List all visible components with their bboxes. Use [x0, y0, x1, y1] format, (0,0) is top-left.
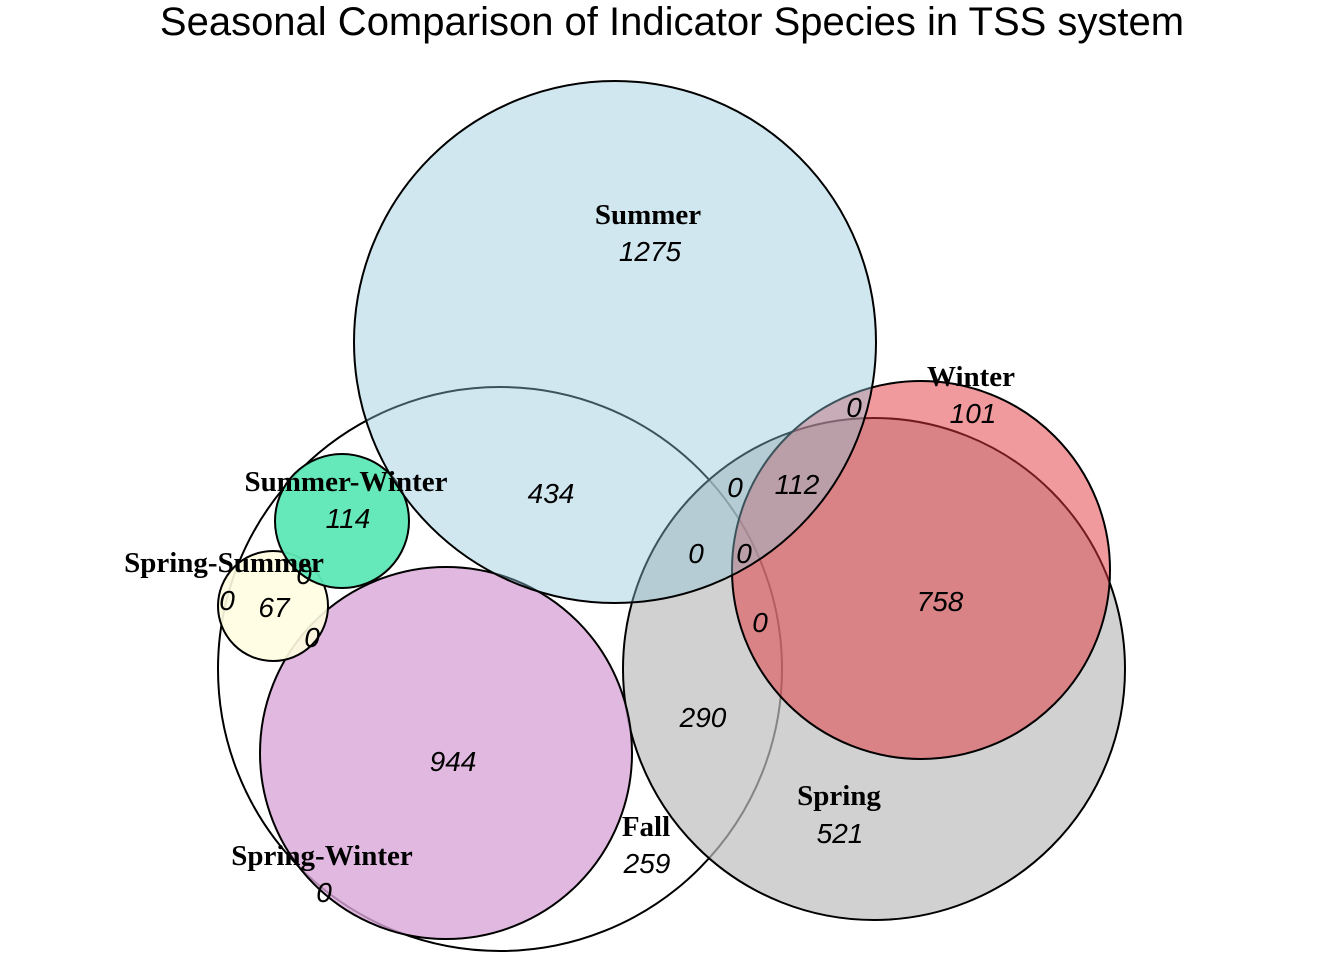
- label-summer: Summer: [595, 199, 701, 231]
- count-summer-winter-spring-summer: 0: [296, 559, 312, 590]
- diagram-title: Seasonal Comparison of Indicator Species…: [160, 0, 1184, 44]
- count-spring-summer: 0: [727, 472, 743, 503]
- label-spring-winter: Spring-Winter: [231, 840, 413, 872]
- circle-winter: [731, 380, 1111, 760]
- count-fall-spring-summer: 0: [688, 538, 704, 569]
- circle-spring-winter: [259, 566, 633, 940]
- circle-summer: [353, 80, 877, 604]
- circle-summer-winter: [274, 453, 410, 589]
- count-spring-winter: 758: [917, 586, 964, 617]
- count-spring-summer-spring-winter: 0: [304, 622, 320, 653]
- count-fall-summer: 434: [528, 478, 575, 509]
- circle-spring-summer: [217, 550, 329, 662]
- count-all-four: 0: [736, 538, 752, 569]
- count-fall-spring-winter: 0: [752, 607, 768, 638]
- count-summer-only: 1275: [619, 236, 682, 267]
- count-fall-spring: 290: [679, 702, 727, 733]
- count-spring-only: 521: [817, 818, 864, 849]
- count-spring-summer-outer: 0: [219, 585, 235, 616]
- count-winter-summer: 0: [846, 392, 862, 423]
- label-summer-winter: Summer-Winter: [245, 466, 448, 498]
- count-fall-spring-winter-overlap: 944: [430, 746, 477, 777]
- count-fall-only: 259: [623, 848, 671, 879]
- label-spring: Spring: [797, 780, 881, 812]
- label-fall: Fall: [622, 811, 670, 843]
- count-winter-only: 101: [950, 398, 997, 429]
- count-spring-winter-summer: 112: [775, 469, 820, 500]
- label-spring-summer: Spring-Summer: [124, 547, 324, 579]
- count-summer-winter-only: 114: [326, 503, 371, 534]
- count-spring-winter-only: 0: [316, 877, 332, 908]
- count-spring-summer-only: 67: [258, 592, 291, 623]
- label-winter: Winter: [927, 361, 1015, 393]
